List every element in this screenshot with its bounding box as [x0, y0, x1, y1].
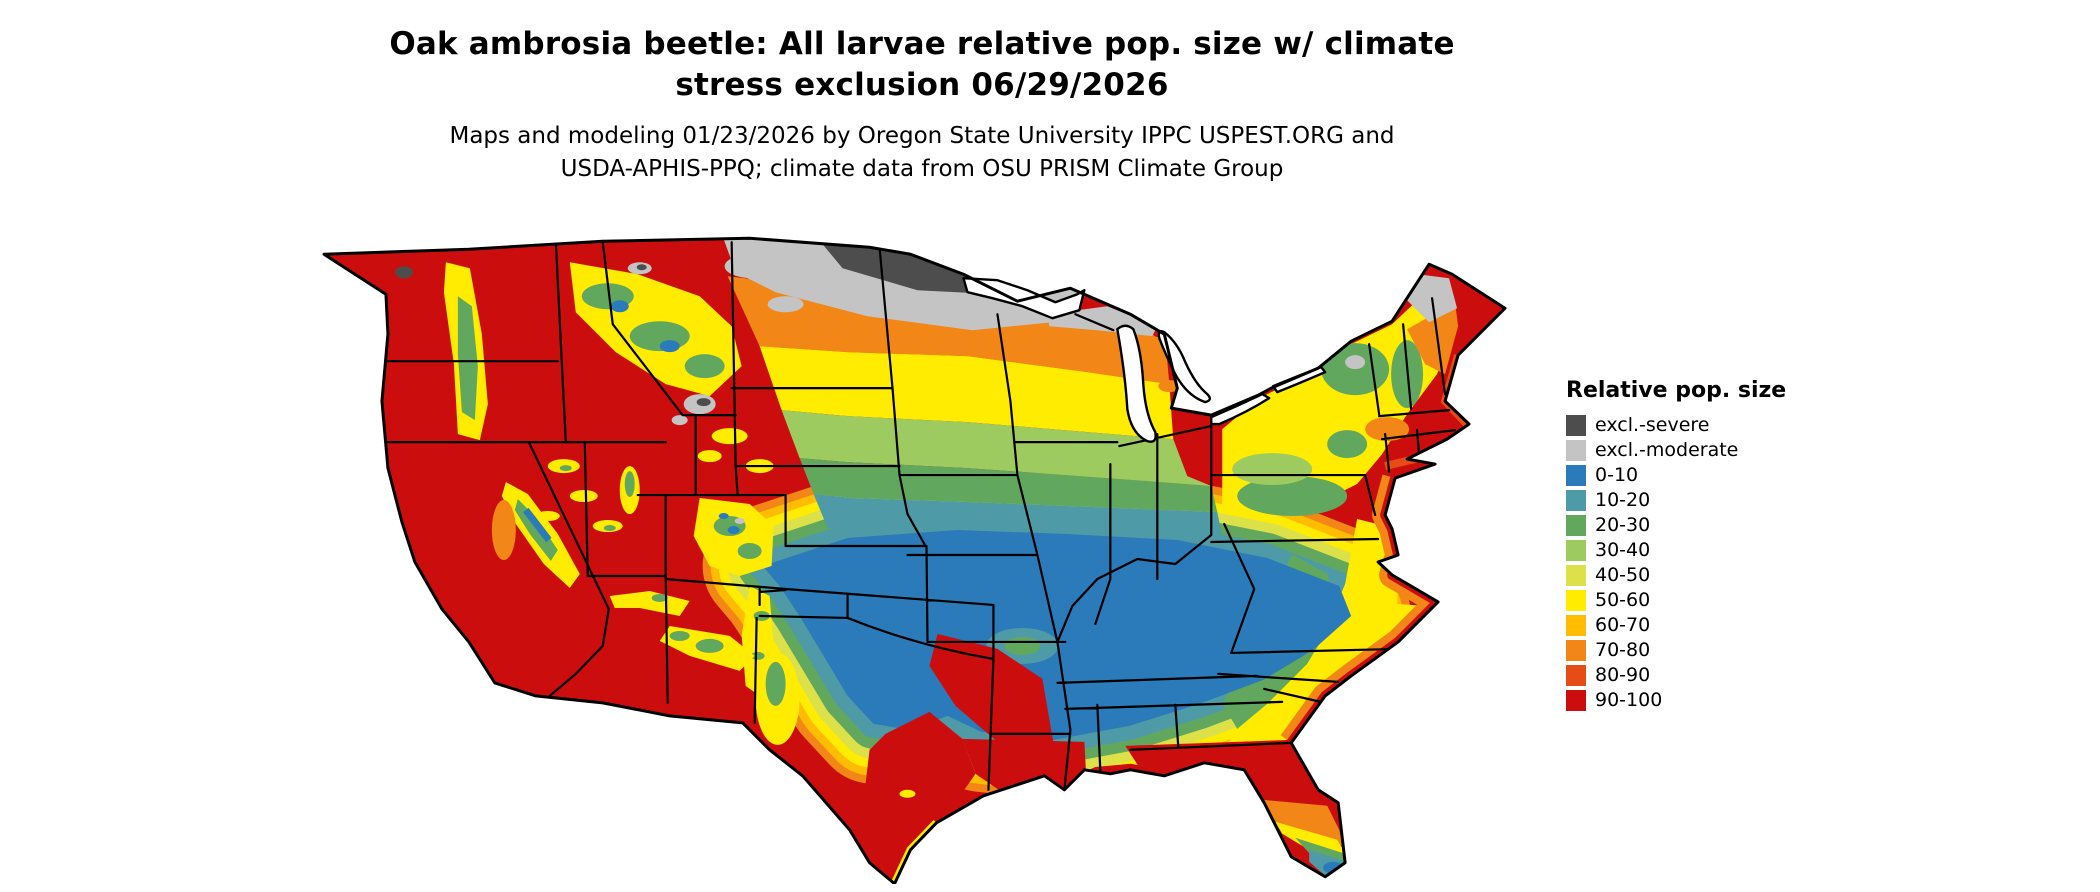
legend-label: 80-90 — [1595, 664, 1651, 686]
legend-item: 50-60 — [1566, 588, 1786, 613]
legend-item: 30-40 — [1566, 538, 1786, 563]
legend-swatch-70-80 — [1566, 640, 1586, 661]
lake-michigan — [1116, 324, 1157, 443]
map-header: Oak ambrosia be​etle: All larvae relativ… — [0, 24, 1844, 186]
legend-label: excl.-severe — [1595, 414, 1710, 436]
map-florida-region — [1125, 739, 1354, 884]
legend-item: 60-70 — [1566, 613, 1786, 638]
legend-item: 80-90 — [1566, 663, 1786, 688]
lake-huron — [1157, 329, 1211, 404]
legend-label: 0-10 — [1595, 464, 1639, 486]
us-map-container — [308, 234, 1527, 884]
legend-label: 10-20 — [1595, 489, 1651, 511]
legend-item: excl.-severe — [1566, 413, 1786, 438]
legend-item: 90-100 — [1566, 688, 1786, 713]
legend-swatch-30-40 — [1566, 540, 1586, 561]
legend-swatch-40-50 — [1566, 565, 1586, 586]
legend-item: 0-10 — [1566, 463, 1786, 488]
legend-label: 90-100 — [1595, 689, 1663, 711]
legend-swatch-excl-severe — [1566, 415, 1586, 436]
legend-item: excl.-moderate — [1566, 438, 1786, 463]
legend-label: 20-30 — [1595, 514, 1651, 536]
lake-erie — [1210, 392, 1271, 426]
us-map — [322, 236, 1507, 884]
legend-label: 60-70 — [1595, 614, 1651, 636]
map-subtitle: Maps and modeling 01/23/2026 by Oregon S… — [0, 120, 1844, 186]
page-title-line-1: Oak ambrosia be​etle: All larvae relativ… — [389, 26, 1455, 62]
page-title-line-2: stress exclusion 06/29/2026 — [675, 67, 1169, 103]
legend-title: Relative pop. size — [1566, 378, 1787, 403]
legend-swatch-excl-moderate — [1566, 440, 1586, 461]
legend-swatch-90-100 — [1566, 690, 1586, 711]
map-legend: Relative pop. size excl.-severe excl.-mo… — [1566, 378, 1786, 713]
legend-swatch-20-30 — [1566, 515, 1586, 536]
legend-label: 30-40 — [1595, 539, 1651, 561]
legend-item: 40-50 — [1566, 563, 1786, 588]
legend-item: 10-20 — [1566, 488, 1786, 513]
state-borders — [380, 241, 1457, 791]
us-outline — [322, 236, 1507, 884]
legend-swatch-0-10 — [1566, 465, 1586, 486]
legend-label: 40-50 — [1595, 564, 1651, 586]
legend-label: 50-60 — [1595, 589, 1651, 611]
legend-item: 70-80 — [1566, 638, 1786, 663]
subtitle-line-2: USDA-APHIS-PPQ; climate data from OSU PR… — [560, 156, 1284, 182]
legend-label: 70-80 — [1595, 639, 1651, 661]
legend-swatch-50-60 — [1566, 590, 1586, 611]
legend-item: 20-30 — [1566, 513, 1786, 538]
legend-swatch-60-70 — [1566, 615, 1586, 636]
legend-swatch-10-20 — [1566, 490, 1586, 511]
legend-label: excl.-moderate — [1595, 439, 1739, 461]
subtitle-line-1: Maps and modeling 01/23/2026 by Oregon S… — [449, 123, 1395, 149]
legend-swatch-80-90 — [1566, 665, 1586, 686]
map-northeast-region — [1222, 289, 1464, 517]
